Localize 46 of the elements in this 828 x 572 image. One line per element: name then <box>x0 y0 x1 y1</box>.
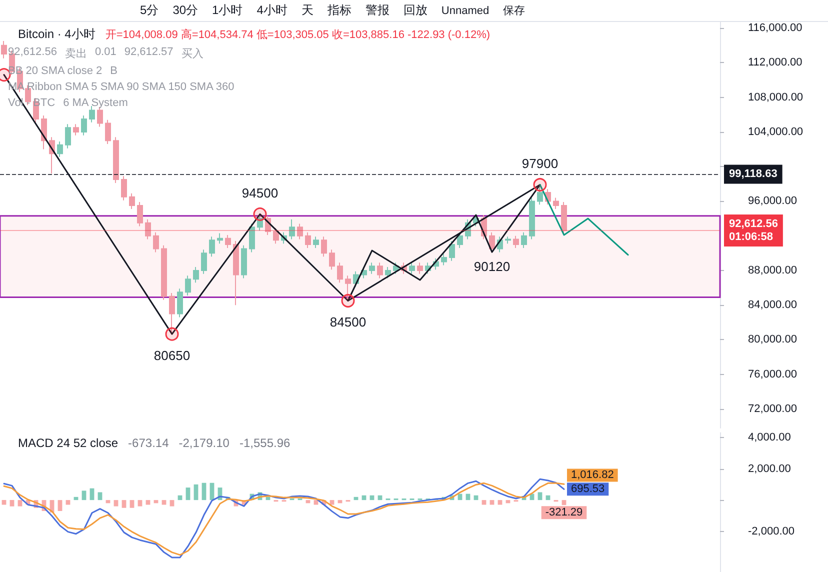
text: 天 <box>301 2 314 19</box>
text: 5分 <box>140 2 159 19</box>
data-label: 94500 <box>242 185 278 200</box>
y-tick-label: 84,000.00 <box>748 299 797 312</box>
annotation: 6 MA System <box>63 97 128 109</box>
data-label: 695.53 <box>571 483 605 496</box>
ref-line-label: 99,118.63 <box>729 168 778 180</box>
text: 指标 <box>327 2 352 19</box>
text: Unnamed <box>441 4 490 16</box>
data-label: 84500 <box>330 314 366 330</box>
y-tick-label: 4,000.00 <box>748 432 791 444</box>
annotation: B <box>110 65 118 77</box>
annotation: -1,555.96 <box>239 436 290 450</box>
chart-title: MACD 24 52 close <box>18 436 118 450</box>
data-label: 90120 <box>474 259 510 274</box>
y-tick-label: 116,000.00 <box>748 22 802 34</box>
text: 开=104,008.09 高=104,534.74 低=103,305.05 收=103,885.16 -122.93 (-0.12%) <box>105 28 490 43</box>
data-label: 1,016.82 <box>571 469 614 482</box>
y-tick-label: -2,000.00 <box>748 525 794 538</box>
text: 保存 <box>503 4 526 18</box>
text: 4小时 <box>256 2 288 19</box>
text: 30分 <box>172 2 198 19</box>
y-tick-label: 104,000.00 <box>748 126 804 138</box>
y-tick-label: 72,000.00 <box>748 402 797 415</box>
chart-title: Bitcoin · 4小时 <box>18 26 96 43</box>
y-tick-label: 76,000.00 <box>748 368 797 380</box>
text: 回放 <box>403 2 428 19</box>
ref-line-label: 92,612.56 01:06:58 <box>729 218 778 244</box>
y-tick-label: 88,000.00 <box>748 264 797 276</box>
data-label: 80650 <box>154 348 190 363</box>
data-label: 97900 <box>522 156 558 171</box>
data-label: -321.29 <box>545 506 583 519</box>
y-tick-label: 96,000.00 <box>748 195 797 208</box>
annotation: 买入 <box>181 47 204 61</box>
annotation: 0.01 <box>94 46 116 60</box>
annotation: -673.14 <box>128 436 169 450</box>
y-tick-label: 112,000.00 <box>748 56 802 69</box>
annotation: 卖出 <box>64 47 87 61</box>
y-tick-label: 80,000.00 <box>748 334 797 346</box>
annotation: 92,612.56 <box>8 46 57 60</box>
annotation: 92,612.57 <box>124 46 174 60</box>
text: 1小时 <box>212 2 243 19</box>
y-tick-label: 2,000.00 <box>748 462 791 475</box>
y-tick-label: 108,000.00 <box>748 91 804 104</box>
text: 警报 <box>365 2 390 19</box>
annotation: -2,179.10 <box>178 436 230 450</box>
